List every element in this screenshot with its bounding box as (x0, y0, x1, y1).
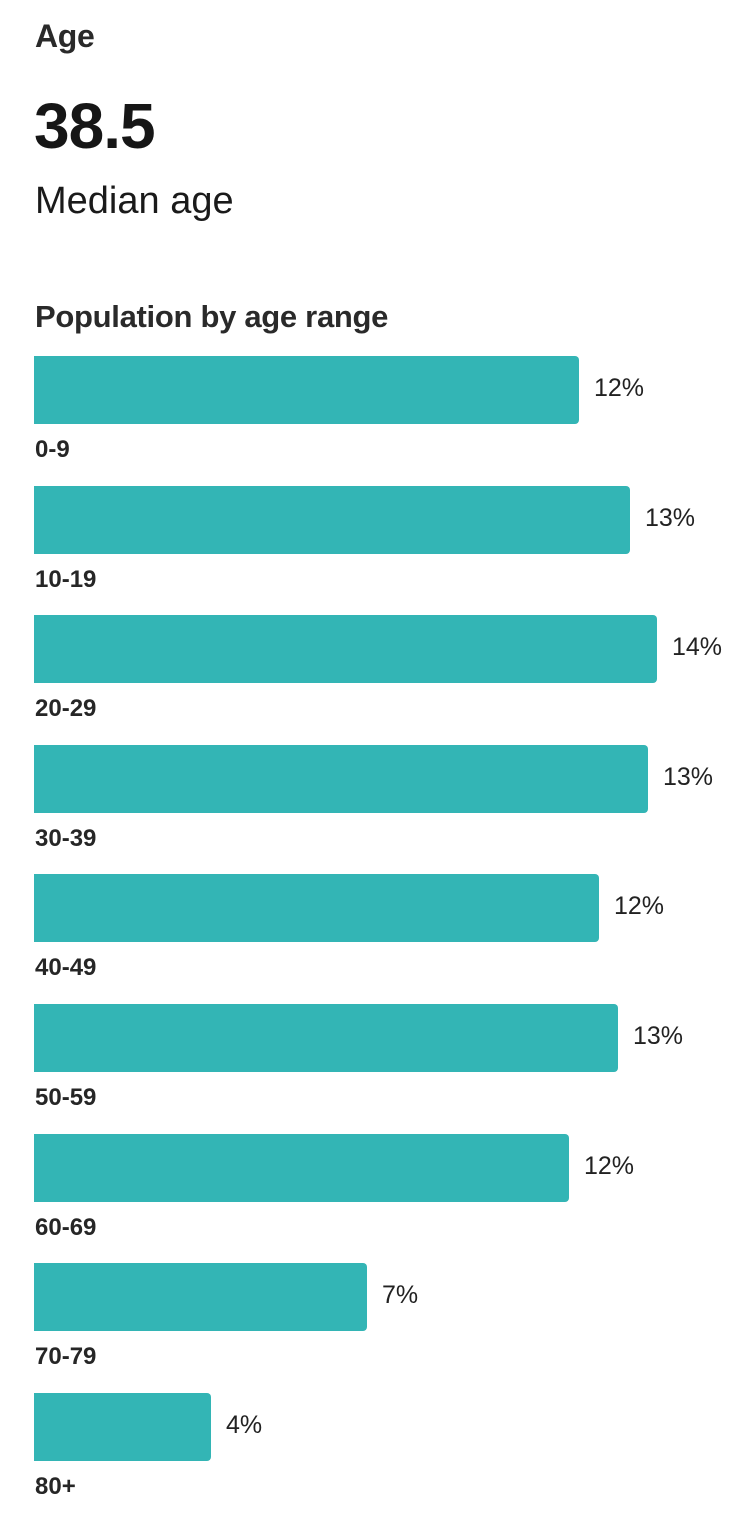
bar (34, 615, 657, 684)
bar-row: 14% 20-29 (34, 615, 741, 745)
median-age-caption: Median age (35, 180, 234, 222)
category-label: 0-9 (35, 436, 70, 463)
bar (34, 874, 599, 943)
category-label: 80+ (35, 1472, 76, 1500)
bar-row: 12% 0-9 (34, 356, 741, 486)
bar-row: 7% 70-79 (34, 1263, 741, 1393)
bar-value-label: 13% (663, 762, 714, 791)
bar-row: 13% 30-39 (34, 744, 741, 875)
bar-value-label: 12% (614, 892, 665, 921)
bar (34, 1263, 367, 1332)
category-label: 50-59 (35, 1083, 97, 1111)
bar-value-label: 7% (382, 1281, 419, 1310)
category-label: 30-39 (35, 824, 97, 852)
bar-value-label: 14% (672, 633, 723, 662)
bar-row: 4% 80+ (34, 1392, 741, 1523)
bar-value-label: 13% (633, 1021, 684, 1050)
category-label: 10-19 (35, 565, 97, 593)
bar (34, 744, 648, 813)
bar (34, 1003, 618, 1072)
category-label: 40-49 (35, 954, 97, 982)
age-range-bar-chart: 12% 0-9 13% 10-19 14% 20-29 13% 30-39 12% 40-49 13… (34, 356, 741, 1522)
bar-value-label: 4% (226, 1410, 263, 1439)
bar-value-label: 13% (645, 503, 696, 532)
category-label: 70-79 (35, 1343, 97, 1371)
category-label: 20-29 (35, 695, 97, 723)
bar (34, 1133, 569, 1202)
bar-value-label: 12% (594, 374, 645, 402)
category-label: 60-69 (35, 1213, 97, 1241)
section-title: Age (35, 18, 95, 54)
bar-row: 12% 60-69 (34, 1133, 741, 1264)
bar (34, 356, 579, 424)
median-age-value: 38.5 (34, 90, 156, 162)
chart-title: Population by age range (35, 299, 389, 334)
bar-row: 13% 50-59 (34, 1003, 741, 1134)
bar (34, 485, 630, 554)
bar-row: 13% 10-19 (34, 485, 741, 616)
bar (34, 1392, 211, 1461)
bar-row: 12% 40-49 (34, 874, 741, 1004)
bar-value-label: 12% (584, 1151, 635, 1180)
